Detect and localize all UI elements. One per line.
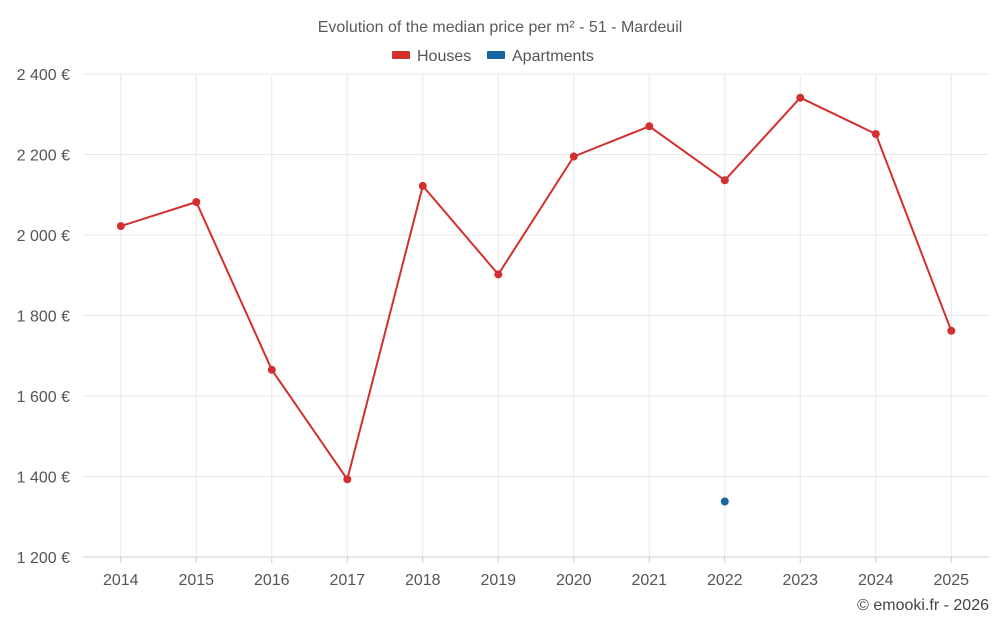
legend-swatch-apartments — [487, 51, 505, 59]
data-point-apartments[interactable] — [720, 497, 729, 506]
credit-text: © emooki.fr - 2026 — [857, 597, 989, 614]
data-point-houses[interactable] — [343, 475, 352, 484]
data-point-houses[interactable] — [192, 198, 201, 206]
legend: Houses Apartments — [392, 48, 594, 65]
data-point-houses[interactable] — [494, 270, 503, 279]
x-tick-label: 2020 — [556, 572, 592, 589]
chart-title: Evolution of the median price per m² - 5… — [318, 19, 683, 36]
y-tick-label: 1 400 € — [17, 470, 70, 487]
x-tick-label: 2016 — [254, 572, 290, 589]
y-tick-label: 2 000 € — [17, 228, 70, 245]
y-tick-label: 1 800 € — [17, 309, 70, 326]
x-tick-label: 2019 — [480, 572, 516, 589]
legend-item-houses[interactable]: Houses — [392, 48, 471, 65]
x-tick-label: 2024 — [858, 572, 894, 589]
data-point-houses[interactable] — [796, 93, 805, 102]
series-line-houses — [120, 96, 953, 481]
axes: 1 200 € 1 400 € 1 600 € 1 800 € 2 000 € 2 200… — [17, 67, 989, 589]
data-point-houses[interactable] — [720, 176, 729, 185]
x-tick-label: 2022 — [707, 572, 743, 589]
data-point-houses[interactable] — [569, 152, 578, 161]
grid — [83, 73, 989, 558]
legend-label-apartments: Apartments — [512, 48, 594, 65]
data-point-houses[interactable] — [418, 181, 427, 190]
y-tick-label: 2 200 € — [17, 148, 70, 165]
y-tick-label: 2 400 € — [17, 67, 70, 84]
data-point-houses[interactable] — [871, 130, 880, 138]
x-tick-label: 2015 — [178, 572, 214, 589]
data-point-houses[interactable] — [947, 326, 956, 335]
legend-label-houses: Houses — [417, 48, 471, 65]
legend-swatch-houses — [392, 51, 410, 59]
legend-item-apartments[interactable]: Apartments — [487, 48, 594, 65]
x-tick-label: 2021 — [631, 572, 667, 589]
data-point-houses[interactable] — [645, 122, 654, 131]
y-tick-label: 1 200 € — [17, 550, 70, 567]
data-point-houses[interactable] — [116, 222, 125, 231]
data-point-houses[interactable] — [267, 365, 276, 374]
x-tick-label: 2023 — [782, 572, 818, 589]
series — [116, 93, 956, 506]
x-tick-label: 2017 — [329, 572, 365, 589]
x-tick-label: 2018 — [405, 572, 441, 589]
y-tick-label: 1 600 € — [17, 389, 70, 406]
x-tick-label: 2025 — [933, 572, 969, 589]
x-tick-label: 2014 — [103, 572, 139, 589]
